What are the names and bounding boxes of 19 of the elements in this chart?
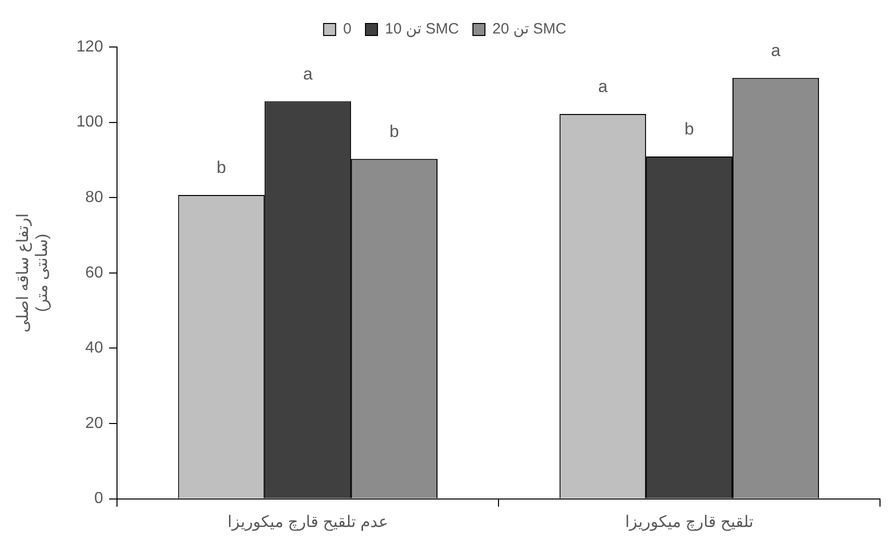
- y-axis-title: ارتفاع ساقه اصلی (سانتی متر): [15, 213, 52, 332]
- legend-label: 10 تن SMC: [384, 20, 460, 38]
- y-tick-label: 120: [76, 38, 104, 56]
- data-label: b: [390, 122, 400, 142]
- y-tick-label: 80: [85, 189, 104, 206]
- y-tick-label: 20: [85, 414, 104, 432]
- data-label: a: [303, 64, 314, 84]
- data-label: b: [684, 120, 694, 139]
- x-tick-label: تلقیح قارچ میکوریزا: [625, 514, 754, 531]
- y-tick-label: 60: [85, 264, 104, 282]
- x-tick-label: عدم تلقیح قارچ میکوریزا: [227, 514, 388, 531]
- data-label: a: [771, 41, 781, 60]
- y-tick-label: 100: [76, 114, 104, 131]
- y-tick-label: 40: [85, 340, 104, 357]
- data-label: b: [216, 158, 226, 178]
- data-label: a: [598, 77, 608, 96]
- legend-label: 20 تن SMC: [492, 20, 567, 38]
- legend-label: 0: [343, 20, 352, 38]
- y-tick-label: 0: [94, 490, 104, 508]
